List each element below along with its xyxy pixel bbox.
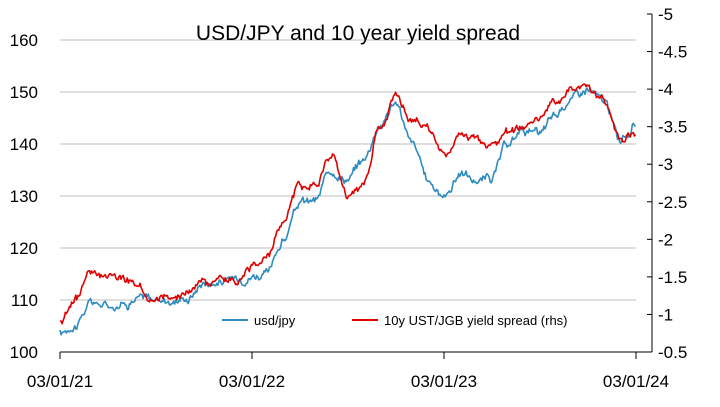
left-tick-label: 130	[10, 187, 38, 206]
right-tick-label: -4	[658, 80, 673, 99]
legend-label-usdjpy: usd/jpy	[254, 313, 296, 328]
x-tick-label: 03/01/22	[219, 372, 285, 391]
left-tick-label: 120	[10, 239, 38, 258]
right-tick-label: -0.5	[658, 343, 687, 362]
right-tick-label: -3	[658, 155, 673, 174]
left-tick-label: 110	[11, 291, 38, 310]
right-tick-label: -3.5	[658, 118, 687, 137]
right-tick-label: -1	[658, 305, 673, 324]
right-tick-label: -5	[658, 5, 673, 24]
x-axis: 03/01/21 03/01/22 03/01/23 03/01/24	[27, 351, 669, 391]
left-axis: 100 110 120 130 140 150 160	[10, 31, 38, 362]
left-tick-label: 100	[10, 343, 38, 362]
x-tick-label: 03/01/23	[411, 372, 477, 391]
left-tick-label: 140	[10, 135, 38, 154]
series-spread-line	[59, 83, 637, 325]
right-tick-label: -2.5	[658, 193, 687, 212]
x-tick-label: 03/01/21	[27, 372, 93, 391]
legend-label-spread: 10y UST/JGB yield spread (rhs)	[384, 313, 568, 328]
right-tick-label: -2	[658, 230, 673, 249]
left-tick-label: 160	[10, 31, 38, 50]
chart-title: USD/JPY and 10 year yield spread	[196, 22, 520, 45]
legend: usd/jpy 10y UST/JGB yield spread (rhs)	[222, 313, 568, 328]
right-axis: -0.5 -1 -1.5 -2 -2.5 -3 -3.5 -4 -4.5 -5	[647, 5, 687, 362]
right-tick-label: -1.5	[658, 268, 687, 287]
series-layer	[59, 83, 637, 336]
left-tick-label: 150	[10, 83, 38, 102]
right-tick-label: -4.5	[658, 43, 687, 62]
x-tick-label: 03/01/24	[603, 372, 669, 391]
